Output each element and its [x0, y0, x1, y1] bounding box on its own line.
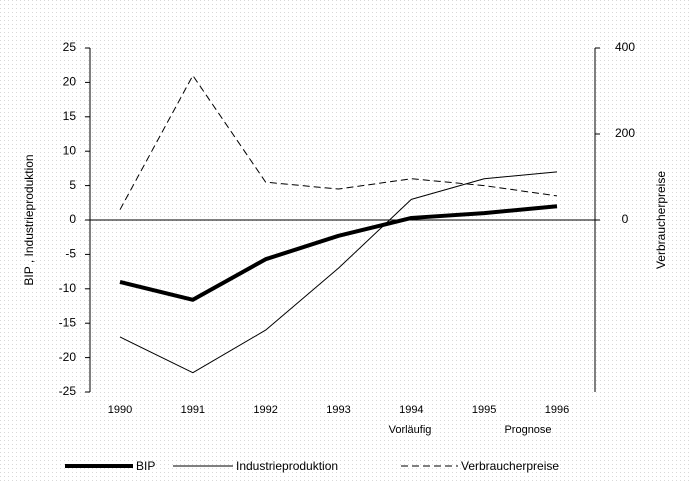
y2-tick-label: 0: [622, 212, 629, 226]
legend-label: BIP: [136, 459, 155, 473]
x-tick-label: 1992: [253, 404, 277, 416]
x-tick-label: 1993: [326, 404, 350, 416]
x-tick-label: 1996: [545, 404, 569, 416]
data-line: [119, 171, 558, 374]
y2-tick-label: 200: [615, 126, 635, 140]
legend-label: Verbraucherpreise: [461, 459, 559, 473]
y2-tick-label: 400: [615, 40, 635, 54]
annotation: Prognose: [504, 424, 551, 436]
x-tick-label: 1990: [108, 404, 132, 416]
x-tick-label: 1994: [399, 404, 423, 416]
y-tick-label: -15: [59, 315, 77, 329]
y-tick-label: 5: [69, 178, 76, 192]
y-tick-label: -25: [59, 384, 77, 398]
y-tick-label: -5: [65, 247, 76, 261]
x-tick-label: 1991: [181, 404, 205, 416]
y-tick-label: 10: [63, 143, 77, 157]
y-tick-label: 0: [69, 212, 76, 226]
y-tick-label: 20: [63, 75, 77, 89]
x-tick-label: 1995: [472, 404, 496, 416]
y-axis-title: BIP , Industrieproduktion: [22, 154, 36, 285]
data-line: [119, 204, 558, 302]
annotation: Vorläufig: [389, 424, 432, 436]
y-tick-label: -20: [59, 350, 77, 364]
y-tick-label: 25: [63, 40, 77, 54]
y-tick-label: -10: [59, 281, 77, 295]
y-tick-label: 15: [63, 109, 77, 123]
y2-axis-title: Verbraucherpreise: [654, 171, 668, 269]
legend-label: Industrieproduktion: [236, 459, 338, 473]
data-line: [119, 75, 558, 210]
